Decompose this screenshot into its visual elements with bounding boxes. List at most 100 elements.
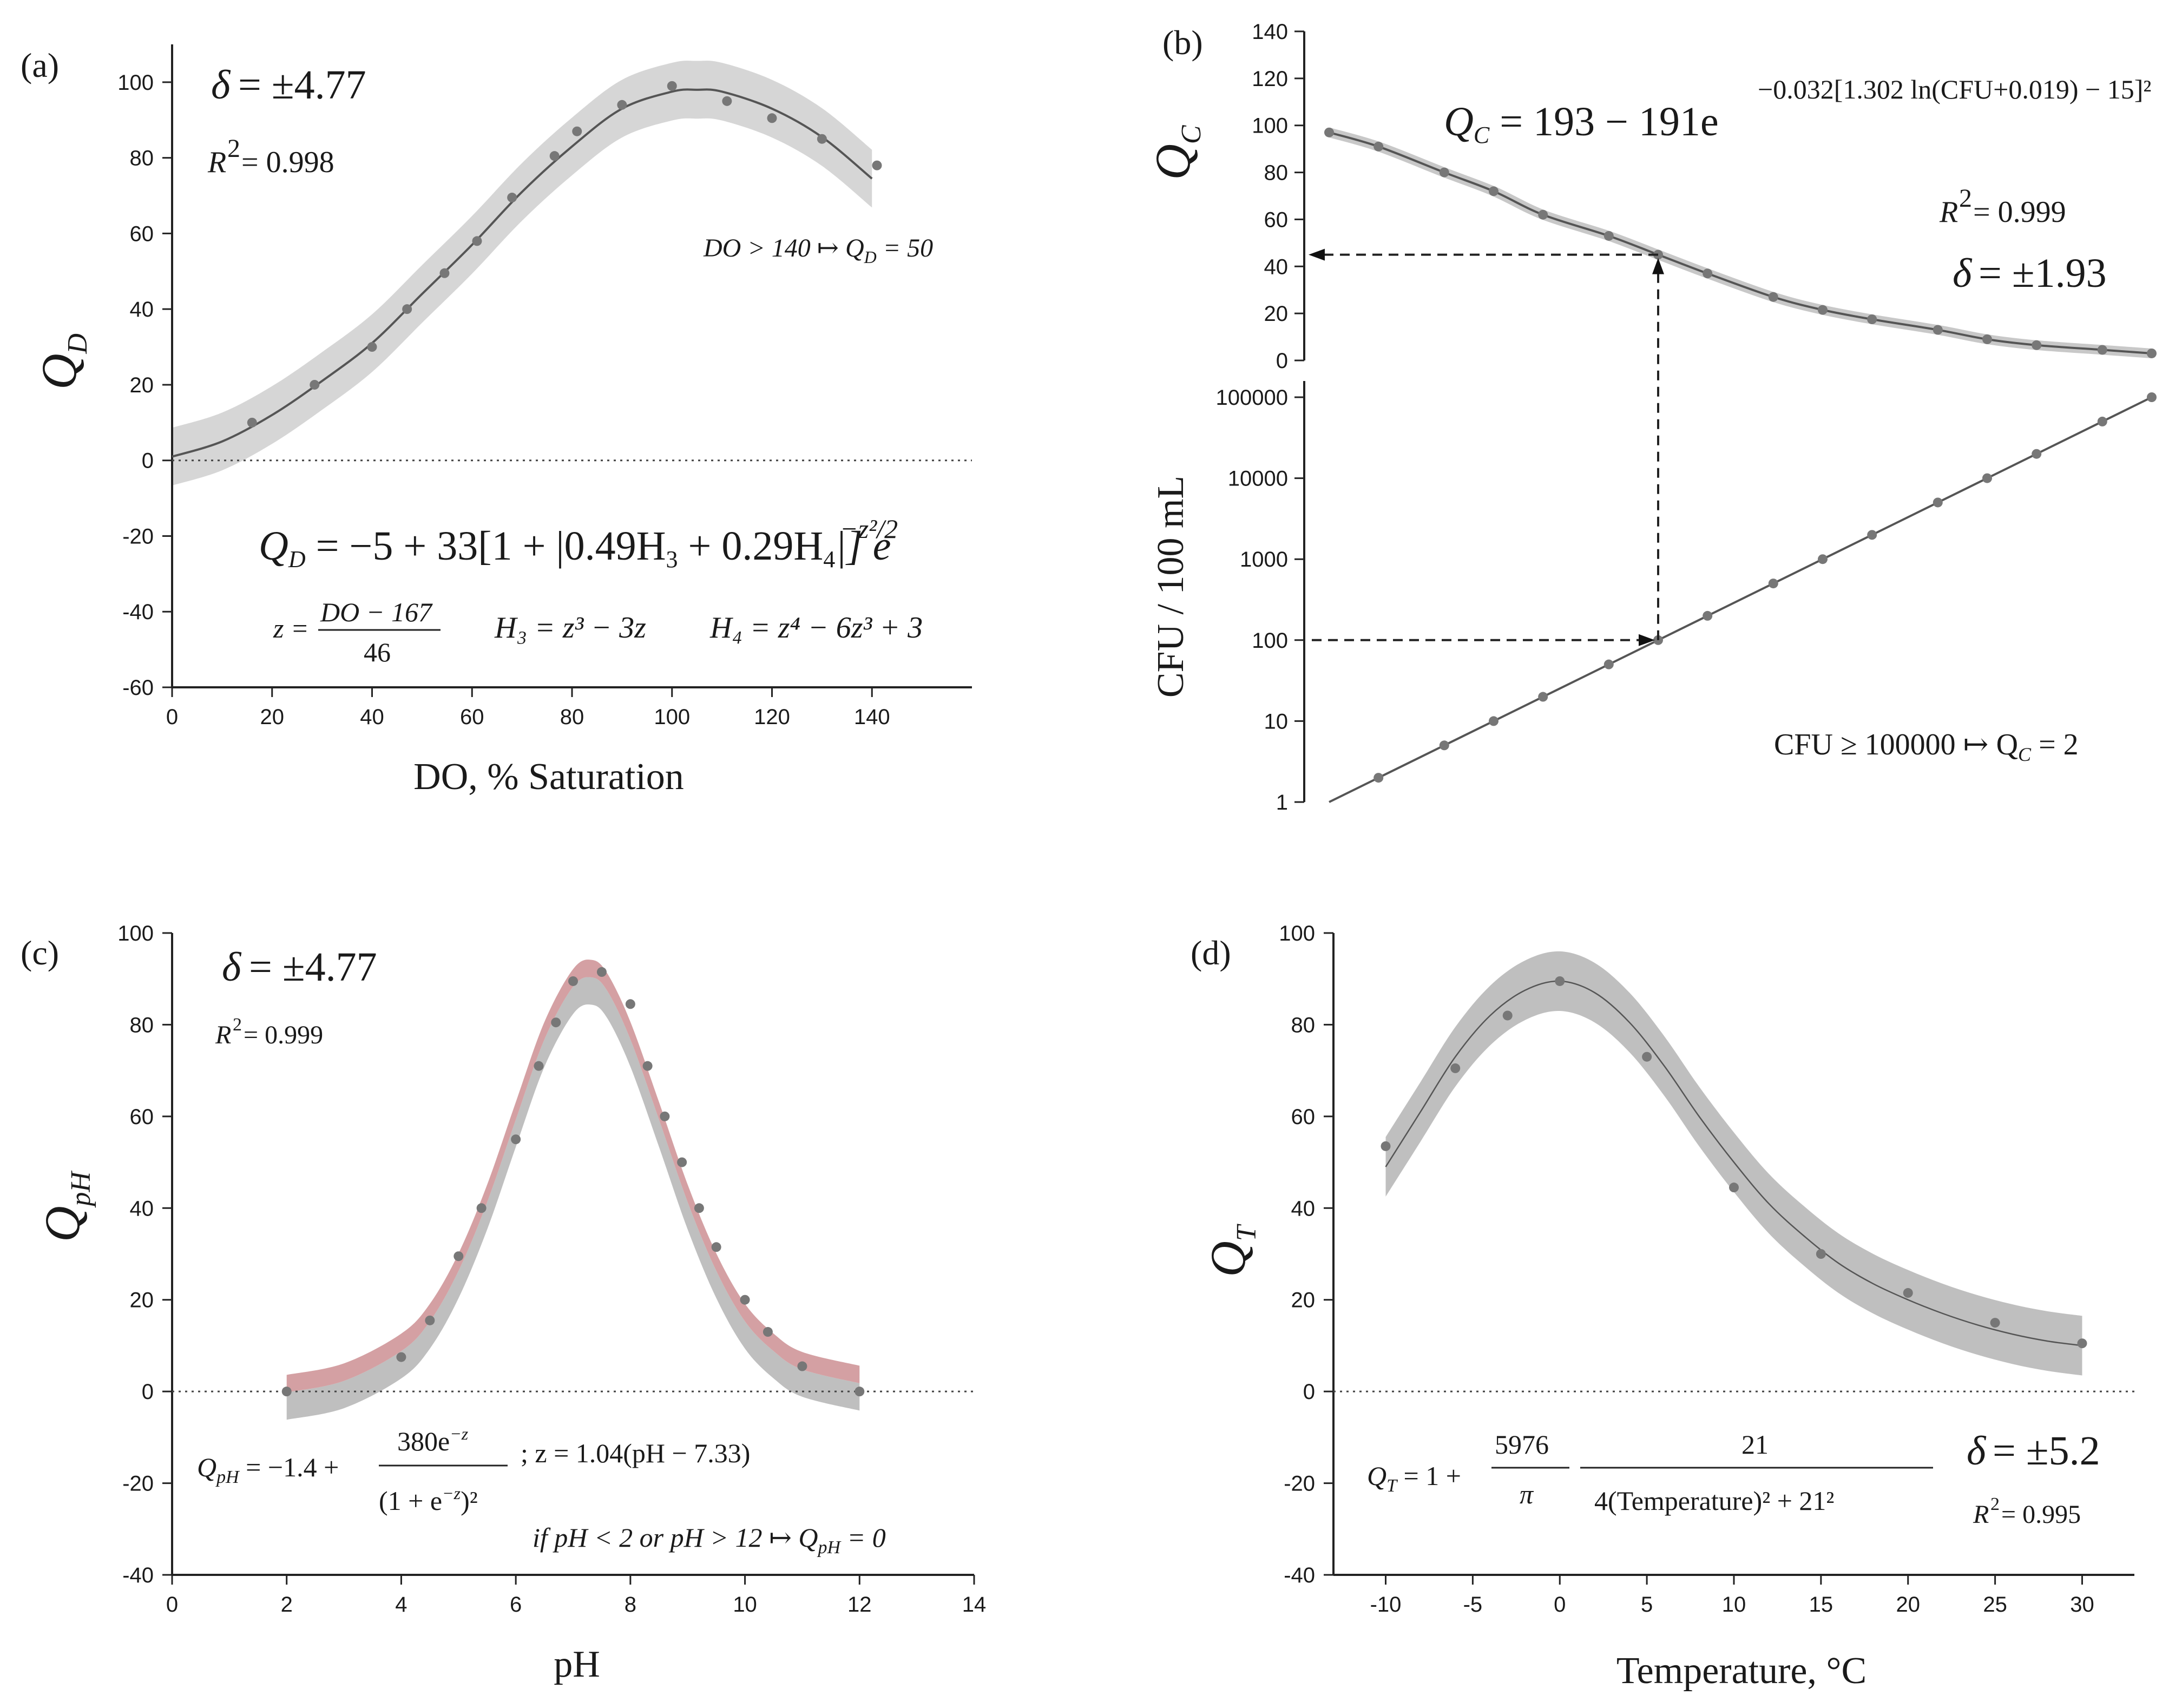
panel-a-delta-symbol: δ [211, 62, 231, 108]
panel-c-data-point [625, 999, 635, 1009]
panel-b-eq-exponent: −0.032[1.302 ln(CFU+0.019) − 15]² [1758, 74, 2151, 104]
panel-d-delta-symbol: δ [1967, 1428, 1987, 1474]
panel-b-bottom-data-point [1439, 740, 1449, 751]
panel-c-eq-sub: pH [215, 1467, 240, 1487]
panel-c-eq-den-exp: −z [442, 1483, 461, 1503]
panel-a-eq-mid: + 0.29H [678, 523, 824, 569]
panel-d-x-tick-label: -10 [1370, 1593, 1402, 1617]
panel-d-y-tick-label: -40 [1284, 1564, 1315, 1587]
panel-c-y-axis-label-sub: pH [65, 1171, 96, 1208]
panel-a-data-point [247, 417, 257, 428]
panel-c-y-tick-label: 60 [130, 1105, 154, 1129]
panel-c-eq-numerator: 380e−z [397, 1424, 469, 1456]
panel-d-data-point [1502, 1010, 1513, 1021]
panel-b-top-y-tick-label: 40 [1264, 255, 1289, 279]
panel-d-data-point [1381, 1141, 1391, 1151]
panel-c-eq-q: Q [197, 1452, 216, 1482]
panel-a-z-denominator: 46 [364, 637, 391, 667]
panel-a-r2-exponent: 2 [227, 134, 240, 163]
panel-d-x-tick-label: 5 [1641, 1593, 1653, 1617]
panel-b-chart: 020406080100120140QC11010010001000010000… [1145, 20, 2157, 814]
panel-c-x-tick-label: 6 [510, 1593, 522, 1617]
panel-c-data-point [660, 1111, 670, 1121]
panel-a-y-tick-label: -60 [122, 676, 154, 700]
panel-c-data-point [281, 1387, 292, 1397]
panel-b-top-data-point [1933, 325, 1943, 335]
panel-b-top-data-point [1818, 305, 1828, 315]
panel-a-data-point [472, 236, 482, 246]
panel-c-data-point [694, 1203, 704, 1213]
panel-a-rule-rhs: = 50 [877, 234, 933, 262]
panel-a-data-point [549, 151, 560, 161]
panel-b-rule-sub: C [2018, 744, 2032, 765]
panel-a-h4: H₄ = z⁴ − 6z³ + 3 [709, 611, 923, 645]
panel-d-frac1-numerator: 5976 [1495, 1429, 1549, 1460]
panel-b-bottom-y-tick-label: 10 [1264, 710, 1289, 733]
panel-c-r2-symbol: R [215, 1021, 231, 1049]
panel-c-r2-exponent: 2 [233, 1015, 242, 1035]
panel-a-x-tick-label: 60 [460, 705, 484, 729]
panel-d-y-tick-label: 80 [1291, 1013, 1316, 1037]
panel-b-bottom-y-tick-label: 1000 [1240, 548, 1288, 571]
panel-c-letter: (c) [21, 934, 59, 972]
panel-b-top-y-tick-label: 120 [1252, 67, 1288, 91]
panel-b-top-y-tick-label: 20 [1264, 302, 1289, 326]
panel-c-data-point [677, 1157, 687, 1167]
panel-d-y-tick-label: 60 [1291, 1105, 1316, 1129]
panel-a-y-axis-label-main: Q [31, 354, 87, 390]
panel-c-x-tick-label: 4 [395, 1593, 407, 1617]
panel-d-data-point [1450, 1063, 1461, 1073]
panel-a-eq-exponent: −z²/2 [840, 514, 898, 544]
panel-b-bottom-data-point [2032, 449, 2042, 459]
panel-b-bottom-data-point [1818, 554, 1828, 564]
panel-c-y-tick-label: 80 [130, 1013, 154, 1037]
panel-b-bottom-data-point [1933, 497, 1943, 508]
panel-a-eq-body: = −5 + 33[1 + |0.49H [306, 523, 666, 569]
panel-a-eq-sub: D [288, 546, 306, 573]
panel-d-data-point [1729, 1183, 1739, 1193]
panel-a-chart: 0 20 40 60 80 100 120 140 -60 -40 -20 0 20 40 60 80 100 Q… [31, 44, 972, 729]
panel-d-y-axis-label: QT [1200, 1224, 1262, 1277]
panel-a-letter: (a) [21, 46, 59, 84]
panel-c-data-point [454, 1251, 464, 1262]
panel-c-data-point [855, 1387, 865, 1397]
panel-d-data-point [1642, 1052, 1652, 1062]
panel-b-bottom-data-point [1703, 610, 1713, 621]
panel-d-r2-exponent: 2 [1990, 1494, 2000, 1514]
panel-b-top-data-point [1982, 334, 1992, 344]
panel-a-data-point [667, 81, 677, 91]
panel-a-y-axis-label: QD [31, 333, 93, 390]
panel-c-rule-lhs: if pH < 2 or pH > 12 ↦ Q [533, 1522, 818, 1553]
panel-d-y-tick-label: 100 [1279, 922, 1315, 945]
panel-c-rule-sub: pH [817, 1538, 842, 1558]
panel-c-eq-den-base: (1 + e [379, 1486, 442, 1516]
panel-d-data-point [1555, 976, 1565, 986]
panel-d-confidence-band [1385, 951, 2082, 1376]
panel-b-rule-lhs: CFU ≥ 100000 ↦ Q [1774, 728, 2018, 761]
panel-d-x-tick-label: 15 [1809, 1593, 1833, 1617]
panel-a-z-numerator: DO − 167 [320, 597, 433, 627]
panel-c-data-point [534, 1061, 544, 1071]
panel-c-delta-value: = ±4.77 [249, 944, 377, 990]
panel-b-top-data-point [2147, 348, 2157, 358]
panel-c-data-point [476, 1203, 487, 1213]
panel-a-x-axis-label: DO, % Saturation [413, 756, 684, 798]
panel-b-top-y-tick-label: 80 [1264, 161, 1289, 185]
panel-d-y-tick-label: 20 [1291, 1289, 1316, 1312]
panel-d-frac2-denominator: 4(Temperature)² + 21² [1594, 1486, 1834, 1516]
panel-d-x-tick-label: 25 [1983, 1593, 2007, 1617]
panel-c-data-point [797, 1361, 807, 1371]
panel-c-x-tick-label: 0 [166, 1593, 178, 1617]
panel-c-eq-num-base: 380e [397, 1426, 450, 1456]
panel-d-y-tick-label: 0 [1303, 1380, 1315, 1404]
panel-c-y-tick-label: 100 [117, 922, 154, 945]
panel-b-top-y-tick-label: 60 [1264, 208, 1289, 232]
panel-a-y-tick-label: 40 [130, 298, 154, 321]
panel-b-bottom-y-axis-label: CFU / 100 mL [1150, 476, 1192, 698]
panel-c-y-tick-label: 20 [130, 1289, 154, 1312]
panel-b-eq-q: Q [1444, 99, 1474, 144]
panel-d-r2-symbol: R [1973, 1500, 1989, 1529]
panel-b-top-y-axis-label-sub: C [1176, 124, 1207, 144]
panel-c-r2-value: = 0.999 [244, 1021, 323, 1049]
